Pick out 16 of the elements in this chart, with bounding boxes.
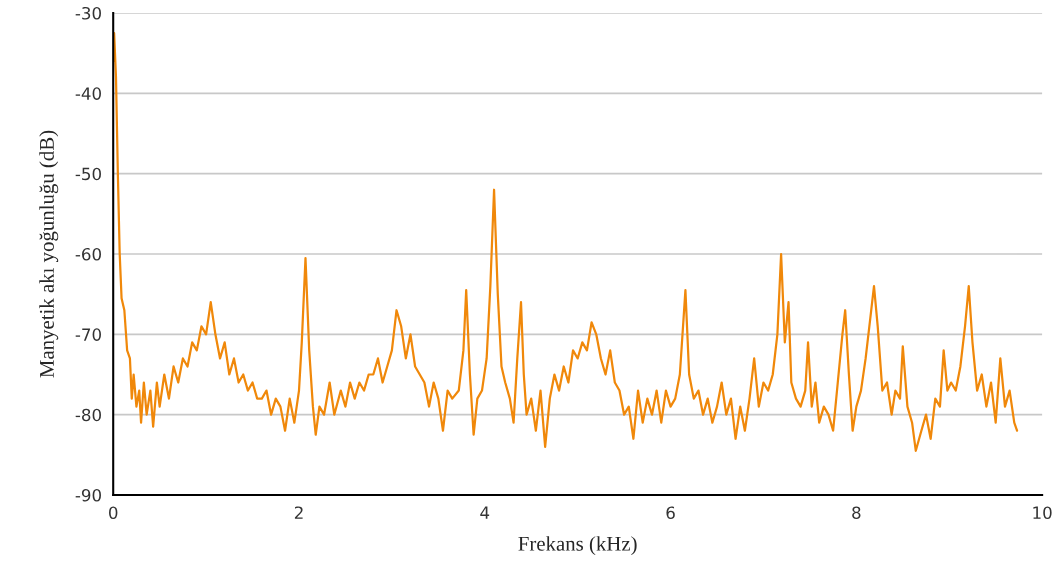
- x-tick-label: 6: [666, 506, 675, 520]
- y-tick-label: -60: [75, 247, 101, 261]
- y-tick-label: -30: [75, 6, 101, 20]
- y-tick-label: -70: [75, 328, 101, 341]
- y-axis-title: Manyetik akı yoğunluğu (dB): [39, 130, 59, 378]
- line-series: [113, 31, 1019, 452]
- x-axis-title: Frekans (kHz): [518, 536, 637, 556]
- x-tick-label: 2: [294, 506, 303, 519]
- x-tick-label: 4: [480, 506, 490, 519]
- x-tick-label: 0: [109, 506, 118, 520]
- y-tick-label: -40: [75, 87, 101, 100]
- x-tick-label: 8: [852, 506, 861, 520]
- y-tick-label: -50: [75, 167, 101, 181]
- y-tick-label: -80: [75, 408, 101, 422]
- y-tick-label: -90: [75, 488, 101, 502]
- x-tick-label: 10: [1033, 506, 1052, 520]
